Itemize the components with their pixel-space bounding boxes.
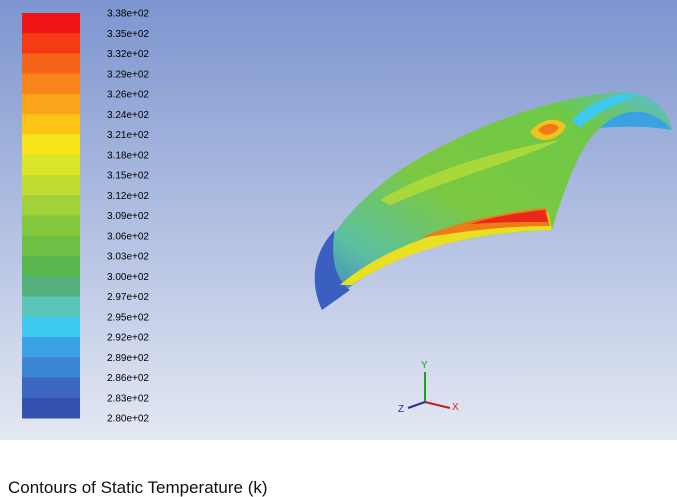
legend-label: 3.03e+02: [107, 252, 149, 263]
legend-label: 3.26e+02: [107, 90, 149, 101]
legend-label: 2.80e+02: [107, 414, 149, 425]
legend-label: 2.86e+02: [107, 373, 149, 384]
legend-swatch: [22, 175, 80, 196]
legend-label: 3.06e+02: [107, 231, 149, 242]
axis-y-label: Y: [421, 360, 428, 371]
legend-label: 3.38e+02: [107, 9, 149, 20]
legend-label: 2.83e+02: [107, 393, 149, 404]
legend-swatch: [22, 337, 80, 358]
legend-label: 3.29e+02: [107, 69, 149, 80]
legend-swatch: [22, 357, 80, 378]
legend-swatch: [22, 154, 80, 176]
legend-label: 3.35e+02: [107, 29, 149, 40]
legend-swatch: [22, 397, 80, 419]
legend-swatch: [22, 276, 80, 297]
legend-label: 3.15e+02: [107, 171, 149, 182]
legend-swatch: [22, 33, 80, 54]
caption: Contours of Static Temperature (k): [8, 478, 268, 497]
legend-label: 2.89e+02: [107, 353, 149, 364]
axis-triad: Y X Z: [398, 360, 459, 415]
axis-z-label: Z: [398, 404, 404, 415]
legend-label: 2.92e+02: [107, 333, 149, 344]
legend-swatch: [22, 195, 80, 216]
legend-label: 3.12e+02: [107, 191, 149, 202]
legend-swatch: [22, 316, 80, 338]
contour-surface: [314, 92, 672, 310]
color-legend: 3.38e+02 3.35e+02 3.32e+02 3.29e+02 3.26e+02…: [22, 9, 149, 425]
legend-swatch: [22, 73, 80, 95]
viewport: [0, 0, 677, 440]
axis-x-label: X: [452, 402, 459, 413]
legend-swatch: [22, 377, 80, 399]
legend-swatch: [22, 215, 80, 237]
legend-swatch: [22, 256, 80, 277]
legend-label: 3.18e+02: [107, 150, 149, 161]
legend-swatch: [22, 114, 80, 135]
legend-label: 3.24e+02: [107, 110, 149, 121]
legend-label: 2.95e+02: [107, 312, 149, 323]
legend-swatch: [22, 235, 80, 257]
legend-label: 3.09e+02: [107, 211, 149, 222]
legend-label: 3.21e+02: [107, 130, 149, 141]
legend-swatch: [22, 296, 80, 318]
legend-label: 2.97e+02: [107, 292, 149, 303]
legend-label: 3.32e+02: [107, 49, 149, 60]
legend-label: 3.00e+02: [107, 272, 149, 283]
legend-swatch: [22, 134, 80, 156]
legend-swatch: [22, 13, 80, 34]
legend-swatch: [22, 94, 80, 115]
legend-swatch: [22, 53, 80, 75]
